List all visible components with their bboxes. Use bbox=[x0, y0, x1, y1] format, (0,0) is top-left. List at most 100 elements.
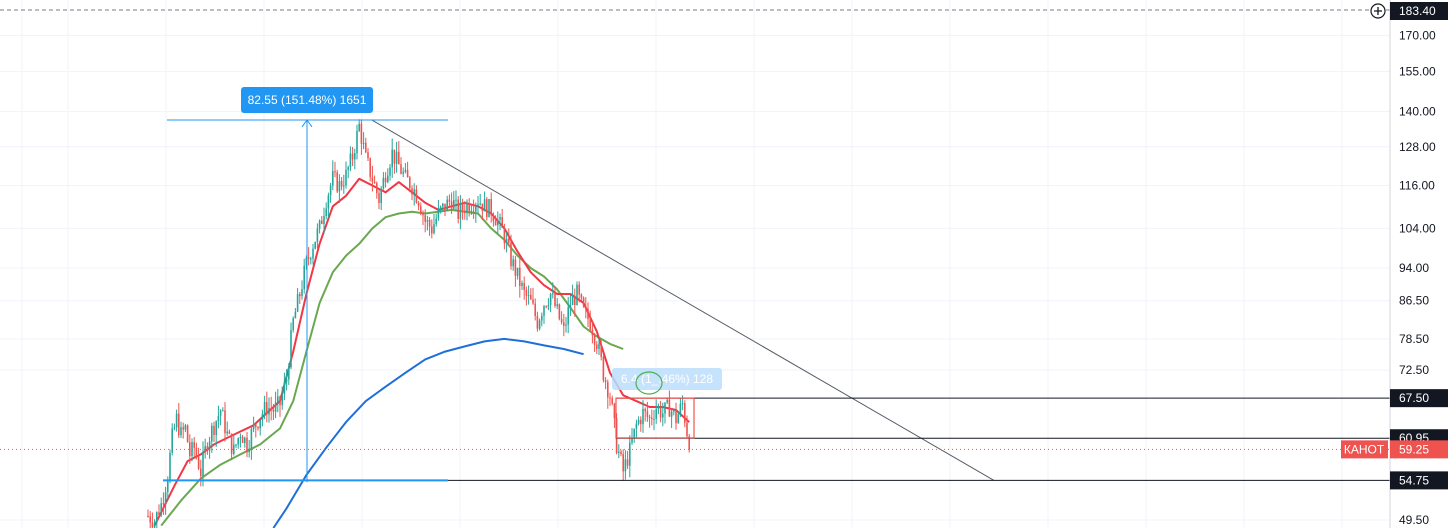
candle-body bbox=[329, 185, 332, 196]
candle-body bbox=[516, 267, 519, 276]
candle-body bbox=[167, 481, 169, 493]
candle-body bbox=[534, 303, 536, 316]
candle-body bbox=[270, 407, 272, 410]
candle-body bbox=[233, 444, 235, 454]
candle-body bbox=[521, 282, 523, 286]
candle-body bbox=[563, 322, 565, 326]
candle-body bbox=[552, 293, 554, 295]
candle-body bbox=[422, 214, 424, 216]
plus-icon bbox=[1374, 7, 1382, 15]
candle-body bbox=[536, 315, 539, 329]
small-measure-label: 6.4 (1_.46%) 128 bbox=[621, 372, 713, 386]
candle-body bbox=[336, 172, 338, 192]
candle-body bbox=[241, 436, 244, 443]
ticker-label: КАНОТ bbox=[1344, 442, 1385, 456]
candle-body bbox=[186, 425, 189, 443]
candle-body bbox=[239, 436, 242, 439]
candle-body bbox=[545, 306, 547, 308]
candle-body bbox=[362, 142, 365, 144]
candle-body bbox=[184, 425, 187, 430]
candle-body bbox=[406, 170, 409, 178]
candle-body bbox=[369, 158, 371, 178]
candle-body bbox=[662, 413, 664, 418]
candle-body bbox=[569, 305, 572, 308]
candle-body bbox=[659, 406, 662, 418]
candle-body bbox=[483, 199, 486, 212]
candle-body bbox=[558, 304, 561, 319]
candle-body bbox=[189, 442, 191, 457]
candle-body bbox=[180, 427, 182, 436]
ma-slow-line bbox=[272, 337, 584, 528]
candle-body bbox=[345, 169, 347, 186]
candle-body bbox=[226, 431, 228, 434]
candle-body bbox=[171, 428, 173, 453]
candle-body bbox=[468, 203, 470, 213]
candle-body bbox=[178, 413, 180, 436]
candle-body bbox=[193, 442, 195, 448]
candle-body bbox=[499, 217, 501, 220]
candle-body bbox=[175, 413, 178, 428]
trendline[interactable] bbox=[371, 119, 995, 481]
candle-body bbox=[261, 414, 264, 420]
candle-body bbox=[182, 427, 184, 430]
candle-body bbox=[488, 199, 490, 218]
top-price-tag bbox=[1390, 2, 1448, 20]
candle-body bbox=[283, 381, 286, 395]
candle-body bbox=[549, 293, 552, 306]
candle-body bbox=[613, 403, 616, 419]
candle-body bbox=[455, 199, 457, 201]
candle-body bbox=[354, 153, 356, 160]
candle-body bbox=[173, 427, 176, 429]
small-measure-box bbox=[615, 397, 695, 439]
candle-body bbox=[382, 177, 385, 189]
candle-body bbox=[402, 171, 404, 174]
candle-body bbox=[252, 424, 255, 429]
candle-body bbox=[395, 151, 398, 164]
candle-body bbox=[158, 512, 160, 516]
axis-tick-label: 155.00 bbox=[1399, 65, 1436, 79]
candle-body bbox=[675, 409, 677, 424]
candle-body bbox=[365, 142, 367, 153]
candle-body bbox=[387, 175, 389, 183]
candle-body bbox=[195, 447, 198, 457]
price-axis[interactable]: 170.00 155.00 140.00 128.00 116.00 104.00 94.0… bbox=[1341, 0, 1448, 528]
candle-body bbox=[673, 409, 675, 412]
candle-body bbox=[560, 318, 563, 323]
candle-body bbox=[290, 330, 292, 368]
candle-body bbox=[622, 454, 624, 472]
candle-body bbox=[512, 259, 514, 267]
candle-body bbox=[266, 402, 268, 415]
price-tag-label: 54.75 bbox=[1399, 473, 1429, 487]
candle-body bbox=[417, 202, 420, 207]
candle-body bbox=[274, 402, 277, 412]
candle-body bbox=[444, 203, 446, 211]
candle-body bbox=[435, 218, 437, 225]
candle-body bbox=[301, 288, 303, 297]
axis-tick-label: 94.00 bbox=[1399, 261, 1429, 275]
candle-body bbox=[281, 394, 283, 406]
candle-body bbox=[219, 410, 222, 416]
candle-body bbox=[598, 343, 600, 349]
candle-body bbox=[640, 419, 642, 425]
candle-body bbox=[206, 446, 209, 451]
candle-body bbox=[230, 433, 233, 454]
candle-body bbox=[593, 335, 596, 345]
candle-body bbox=[600, 343, 602, 357]
candle-body bbox=[248, 448, 250, 453]
candle-body bbox=[651, 417, 653, 420]
candle-body bbox=[338, 181, 341, 192]
measure-label: 82.55 (151.48%) 1651 bbox=[248, 93, 367, 107]
candle-body bbox=[554, 293, 556, 307]
last-price-tag bbox=[1390, 440, 1448, 459]
candle-body bbox=[160, 503, 162, 516]
candle-body bbox=[420, 206, 422, 215]
candle-body bbox=[648, 416, 651, 418]
candle-body bbox=[246, 437, 248, 453]
candle-body bbox=[470, 210, 473, 213]
candle-body bbox=[255, 424, 257, 427]
candle-body bbox=[604, 380, 607, 383]
candle-body bbox=[644, 408, 646, 412]
candle-body bbox=[492, 215, 495, 222]
candlesticks bbox=[147, 119, 690, 528]
